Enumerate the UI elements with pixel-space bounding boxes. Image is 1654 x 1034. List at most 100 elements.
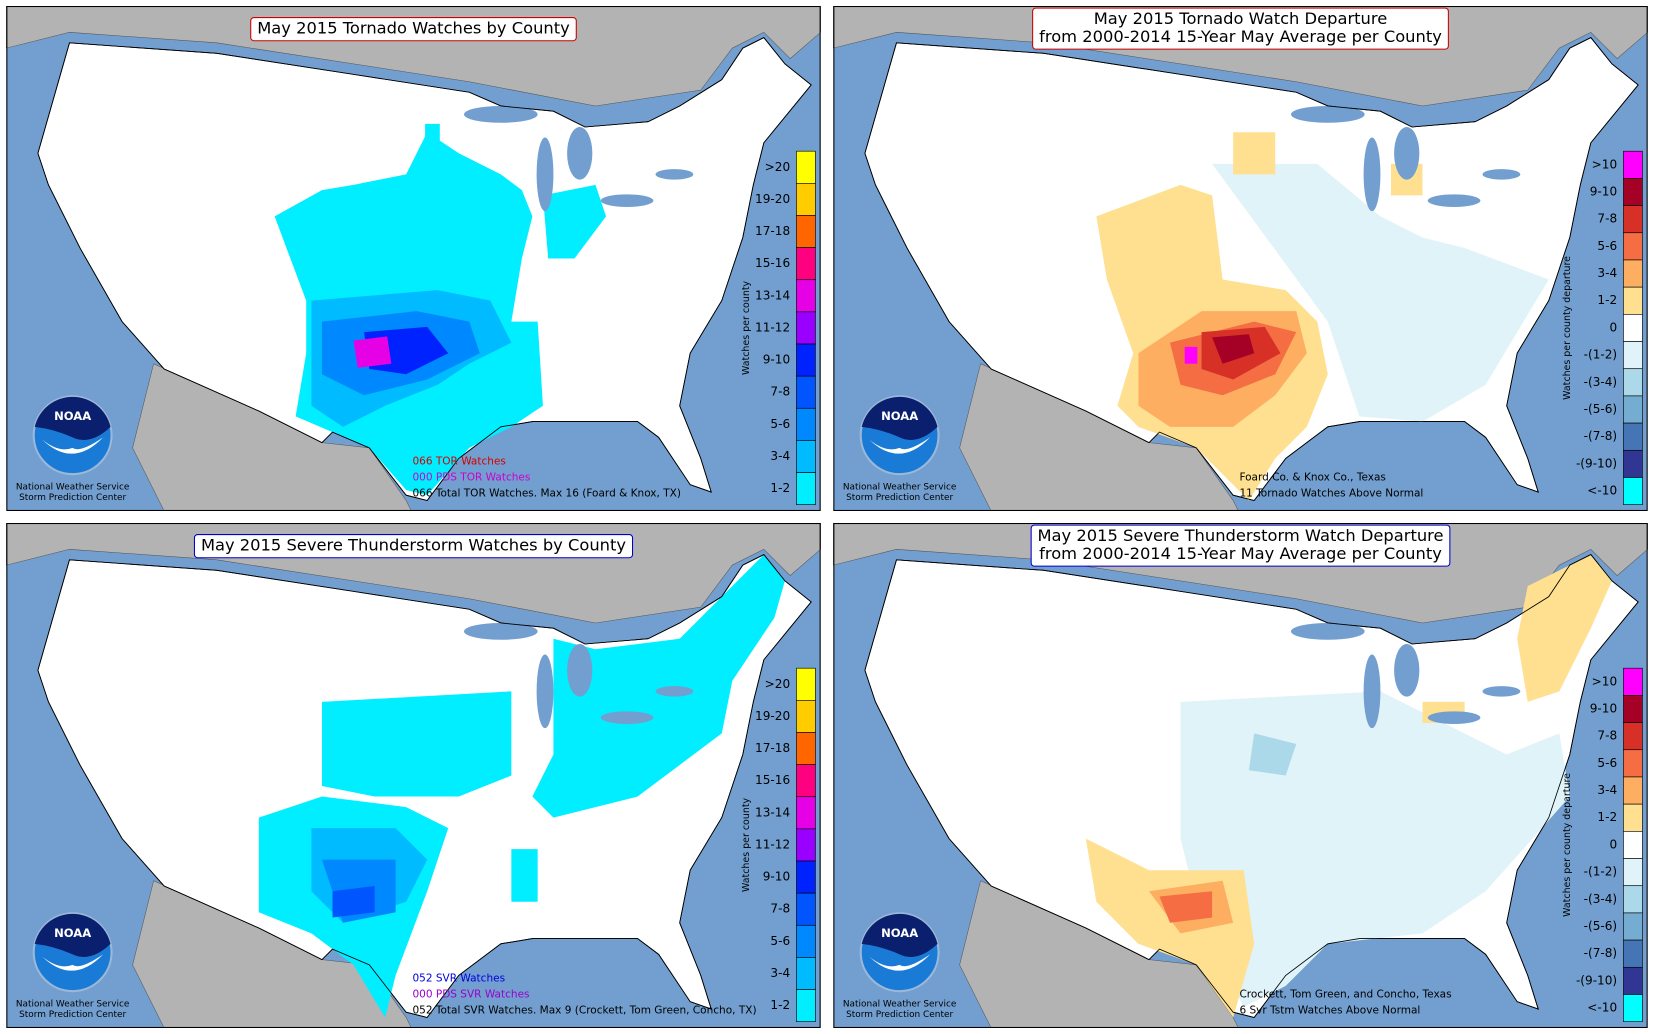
legend-label: 3-4 xyxy=(1597,783,1617,797)
legend-swatch xyxy=(796,247,816,281)
legend-swatch xyxy=(1623,858,1643,887)
map-note: 000 PDS TOR Watches xyxy=(412,471,530,483)
legend-label: 9-10 xyxy=(1590,184,1617,198)
lake xyxy=(1427,711,1481,724)
map-note: 052 SVR Watches xyxy=(412,973,505,985)
legend-swatch xyxy=(1623,667,1643,696)
title-border xyxy=(250,17,577,42)
shaded-area xyxy=(332,885,375,918)
lake xyxy=(600,711,654,724)
legend-label: 19-20 xyxy=(755,192,790,206)
logo-bird xyxy=(42,437,104,454)
legend-label: 11-12 xyxy=(755,837,790,851)
legend-label: <-10 xyxy=(1587,1001,1617,1015)
lake xyxy=(1363,654,1381,729)
lake xyxy=(1427,194,1481,207)
logo-text: NOAA xyxy=(881,409,918,423)
map-note: Foard Co. & Knox Co., Texas xyxy=(1239,471,1385,483)
legend-swatch xyxy=(1623,368,1643,397)
legend-swatch xyxy=(1623,939,1643,968)
panel-border xyxy=(6,523,821,1028)
legend-label: -(7-8) xyxy=(1584,946,1618,960)
credit: National Weather Service xyxy=(843,482,957,492)
legend-label: 17-18 xyxy=(755,741,790,755)
legend-swatch xyxy=(796,343,816,377)
legend-swatch xyxy=(1623,449,1643,478)
shaded-area xyxy=(1159,891,1213,923)
legend-swatch xyxy=(796,279,816,313)
logo-text: NOAA xyxy=(54,409,91,423)
credit: National Weather Service xyxy=(16,999,130,1009)
legend-label: 7-8 xyxy=(1597,729,1617,743)
logo-text: NOAA xyxy=(54,926,91,940)
usa-outline xyxy=(864,37,1639,501)
legend-swatch xyxy=(796,375,816,409)
usa-outline xyxy=(864,554,1639,1018)
legend-title: Watches per county xyxy=(741,280,752,375)
legend-label: -(9-10) xyxy=(1576,973,1617,987)
map-panel: May 2015 Severe Thunderstorm Watches by … xyxy=(6,523,821,1028)
legend-swatch xyxy=(796,215,816,248)
shaded-area xyxy=(1184,346,1198,364)
credit: National Weather Service xyxy=(843,999,957,1009)
lake xyxy=(1394,126,1420,180)
shaded-area xyxy=(1212,163,1549,422)
legend-label: 0 xyxy=(1609,837,1617,851)
shaded-area xyxy=(1233,132,1276,175)
legend-swatch xyxy=(1623,341,1643,370)
legend-label: >20 xyxy=(765,677,790,691)
legend-label: 3-4 xyxy=(1597,266,1617,280)
legend-title: Watches per county departure xyxy=(1562,256,1573,400)
lake xyxy=(464,105,538,123)
legend-label: -(9-10) xyxy=(1576,456,1617,470)
logo-top xyxy=(861,396,938,440)
lake xyxy=(1482,169,1521,180)
legend-label: >10 xyxy=(1592,157,1617,171)
panel-border xyxy=(833,6,1648,511)
legend-swatch xyxy=(796,796,816,830)
legend-label: 3-4 xyxy=(770,966,790,980)
legend-label: 11-12 xyxy=(755,320,790,334)
map: May 2015 Severe Thunderstorm Watches by … xyxy=(6,523,821,1028)
legend-label: 3-4 xyxy=(770,449,790,463)
map-note: 000 PDS SVR Watches xyxy=(412,988,529,1000)
legend-swatch xyxy=(796,311,816,345)
shaded-area xyxy=(321,691,512,797)
map-title: from 2000-2014 15-Year May Average per C… xyxy=(1039,544,1442,563)
shaded-area xyxy=(425,123,440,154)
legend-label: 1-2 xyxy=(1597,810,1617,824)
shaded-area xyxy=(1517,554,1612,702)
legend-swatch xyxy=(1623,776,1643,805)
map-note: 066 TOR Watches xyxy=(412,456,505,468)
legend-label: 5-6 xyxy=(1597,756,1617,770)
legend-swatch xyxy=(1623,395,1643,424)
legend-swatch xyxy=(1623,831,1643,859)
lake xyxy=(567,643,593,697)
legend-label: >20 xyxy=(765,160,790,174)
lake xyxy=(1482,686,1521,697)
legend-swatch xyxy=(796,667,816,701)
title-box: May 2015 Tornado Watches by County xyxy=(250,17,577,42)
map-title: May 2015 Severe Thunderstorm Watches by … xyxy=(201,536,626,555)
lake xyxy=(536,137,554,212)
legend-swatch xyxy=(796,407,816,441)
legend-label: 13-14 xyxy=(755,288,790,302)
legend-label: -(7-8) xyxy=(1584,429,1618,443)
map-note: 11 Tornado Watches Above Normal xyxy=(1239,487,1423,499)
credit: Storm Prediction Center xyxy=(846,1010,953,1020)
lake xyxy=(1291,105,1365,123)
legend-swatch xyxy=(796,957,816,990)
legend-swatch xyxy=(796,440,816,473)
map-note: 052 Total SVR Watches. Max 9 (Crockett, … xyxy=(412,1004,756,1016)
legend-label: -(1-2) xyxy=(1584,865,1618,879)
lake xyxy=(600,194,654,207)
credit: National Weather Service xyxy=(16,482,130,492)
logo-bird xyxy=(869,437,931,454)
legend-swatch xyxy=(1623,232,1643,261)
credit: Storm Prediction Center xyxy=(846,493,953,503)
legend-swatch xyxy=(1623,885,1643,914)
usa-outline xyxy=(37,37,812,501)
legend-label: >10 xyxy=(1592,674,1617,688)
